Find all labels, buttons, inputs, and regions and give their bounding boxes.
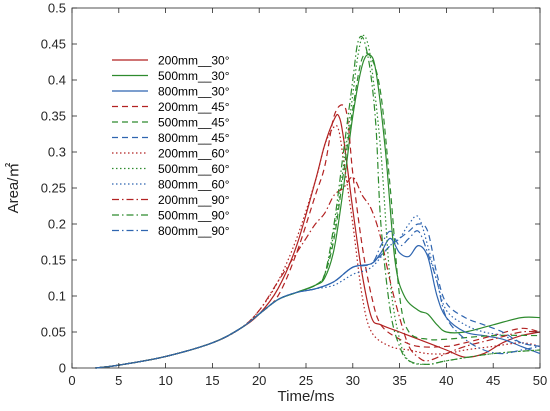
- series-line-800mm-90-: [95, 230, 541, 369]
- x-tick-label: 0: [68, 373, 75, 388]
- series-line-200mm-60-: [95, 124, 541, 369]
- x-tick-label: 45: [486, 373, 500, 388]
- legend-entry-label: 200mm__60°: [158, 147, 230, 161]
- y-axis-label: Area/㎡: [5, 163, 22, 214]
- y-tick-label: 0.15: [41, 253, 66, 268]
- legend-entry-label: 500mm__90°: [158, 209, 230, 223]
- legend-entry-label: 800mm__90°: [158, 224, 230, 238]
- x-tick-label: 35: [392, 373, 406, 388]
- legend-entry-label: 200mm__30°: [158, 54, 230, 68]
- legend: 200mm__30°500mm__30° 800mm__30°200mm__45°…: [112, 54, 230, 238]
- y-tick-label: 0: [59, 361, 66, 376]
- y-tick-label: 0.25: [41, 181, 66, 196]
- legend-entry-label: 800mm__45°: [158, 131, 230, 145]
- x-axis-label: Time/ms: [278, 388, 335, 405]
- y-tick-label: 0.3: [48, 145, 66, 160]
- x-tick-label: 15: [205, 373, 219, 388]
- axes: 0 5 10 15 20 25 30 35 40 45 50 0 0.05 0.1 0.15 0.2 0.25 0…: [41, 1, 548, 389]
- series-line-200mm-45-: [95, 104, 541, 369]
- legend-entry-label: 200mm__45°: [158, 100, 230, 114]
- x-tick-label: 20: [252, 373, 266, 388]
- x-tick-label: 50: [533, 373, 547, 388]
- legend-entry-label: 500mm__45°: [158, 116, 230, 130]
- x-tick-label: 10: [158, 373, 172, 388]
- series-lines: [95, 34, 541, 369]
- y-tick-label: 0.2: [48, 217, 66, 232]
- legend-entry-label: 500mm__30°: [158, 69, 230, 83]
- y-tick-label: 0.4: [48, 73, 66, 88]
- series-line-800mm-45-: [95, 223, 541, 369]
- y-tick-label: 0.05: [41, 325, 66, 340]
- legend-entry-label: 500mm__60°: [158, 162, 230, 176]
- x-tick-label: 40: [439, 373, 453, 388]
- x-tick-label: 25: [299, 373, 313, 388]
- legend-entry-label: 200mm__90°: [158, 193, 230, 207]
- legend-entry-label: 800mm__30°: [158, 85, 230, 99]
- x-tick-label: 30: [346, 373, 360, 388]
- y-tick-label: 0.45: [41, 37, 66, 52]
- plot-area: [71, 7, 541, 369]
- y-tick-label: 0.5: [48, 1, 66, 16]
- legend-entry-label: 800mm__60°: [158, 178, 230, 192]
- y-tick-label: 0.35: [41, 109, 66, 124]
- plot-frame: [71, 7, 541, 369]
- x-tick-label: 5: [115, 373, 122, 388]
- y-tick-label: 0.1: [48, 289, 66, 304]
